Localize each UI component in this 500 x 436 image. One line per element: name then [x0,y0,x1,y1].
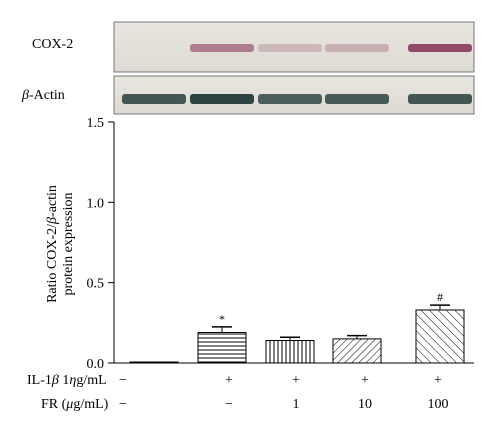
condition-value: 10 [358,397,372,412]
condition-row-label-fr: FR (μg/mL) [41,397,109,412]
blot-cox2-label: COX-2 [32,37,73,52]
blot-band [190,94,254,104]
condition-row-label-il1b: IL-1β 1ηg/mL [27,373,107,388]
condition-value: − [119,373,127,388]
bars: *# [129,290,465,364]
condition-value: + [292,373,300,388]
bar [415,309,465,364]
blot-band [258,94,322,104]
bar [129,361,179,364]
condition-value: 100 [428,397,449,412]
y-tick-label: 1.0 [87,196,105,211]
y-ticks: 0.0 0.5 1.0 1.5 [87,116,114,372]
blot-band [408,94,472,104]
condition-value: + [361,373,369,388]
blot-band [122,94,186,104]
y-tick-label: 0.0 [87,357,105,372]
blot-cox2-bands [190,44,472,52]
significance-marker: * [219,312,225,326]
y-axis-label: Ratio COX-2/β-actin protein expression [45,185,76,303]
condition-values: − + + + + − − 1 10 100 [119,373,448,412]
significance-marker: # [437,290,443,304]
condition-value: + [434,373,442,388]
y-axis-label-line1: Ratio COX-2/β-actin [45,185,60,303]
conditions: IL-1β 1ηg/mL FR (μg/mL) − + + + + − − 1 10 100 [27,373,449,412]
bar [265,340,315,364]
y-tick-label: 1.5 [87,116,105,131]
blot-actin-label: β-Actin [21,88,65,103]
condition-value: − [225,397,233,412]
blot-band [190,44,254,52]
blot-band [408,44,472,52]
bar [197,331,247,364]
blot-band [325,94,389,104]
bar [332,338,382,364]
y-tick-label: 0.5 [87,277,105,292]
blot-cox2: COX-2 [32,21,475,73]
blot-actin-bands [122,94,472,104]
condition-value: − [119,397,127,412]
condition-value: + [225,373,233,388]
y-axis-label-line2: protein expression [61,192,76,295]
blot-actin: β-Actin [21,75,475,115]
blot-band [258,44,322,52]
blot-band [325,44,389,52]
condition-value: 1 [293,397,300,412]
